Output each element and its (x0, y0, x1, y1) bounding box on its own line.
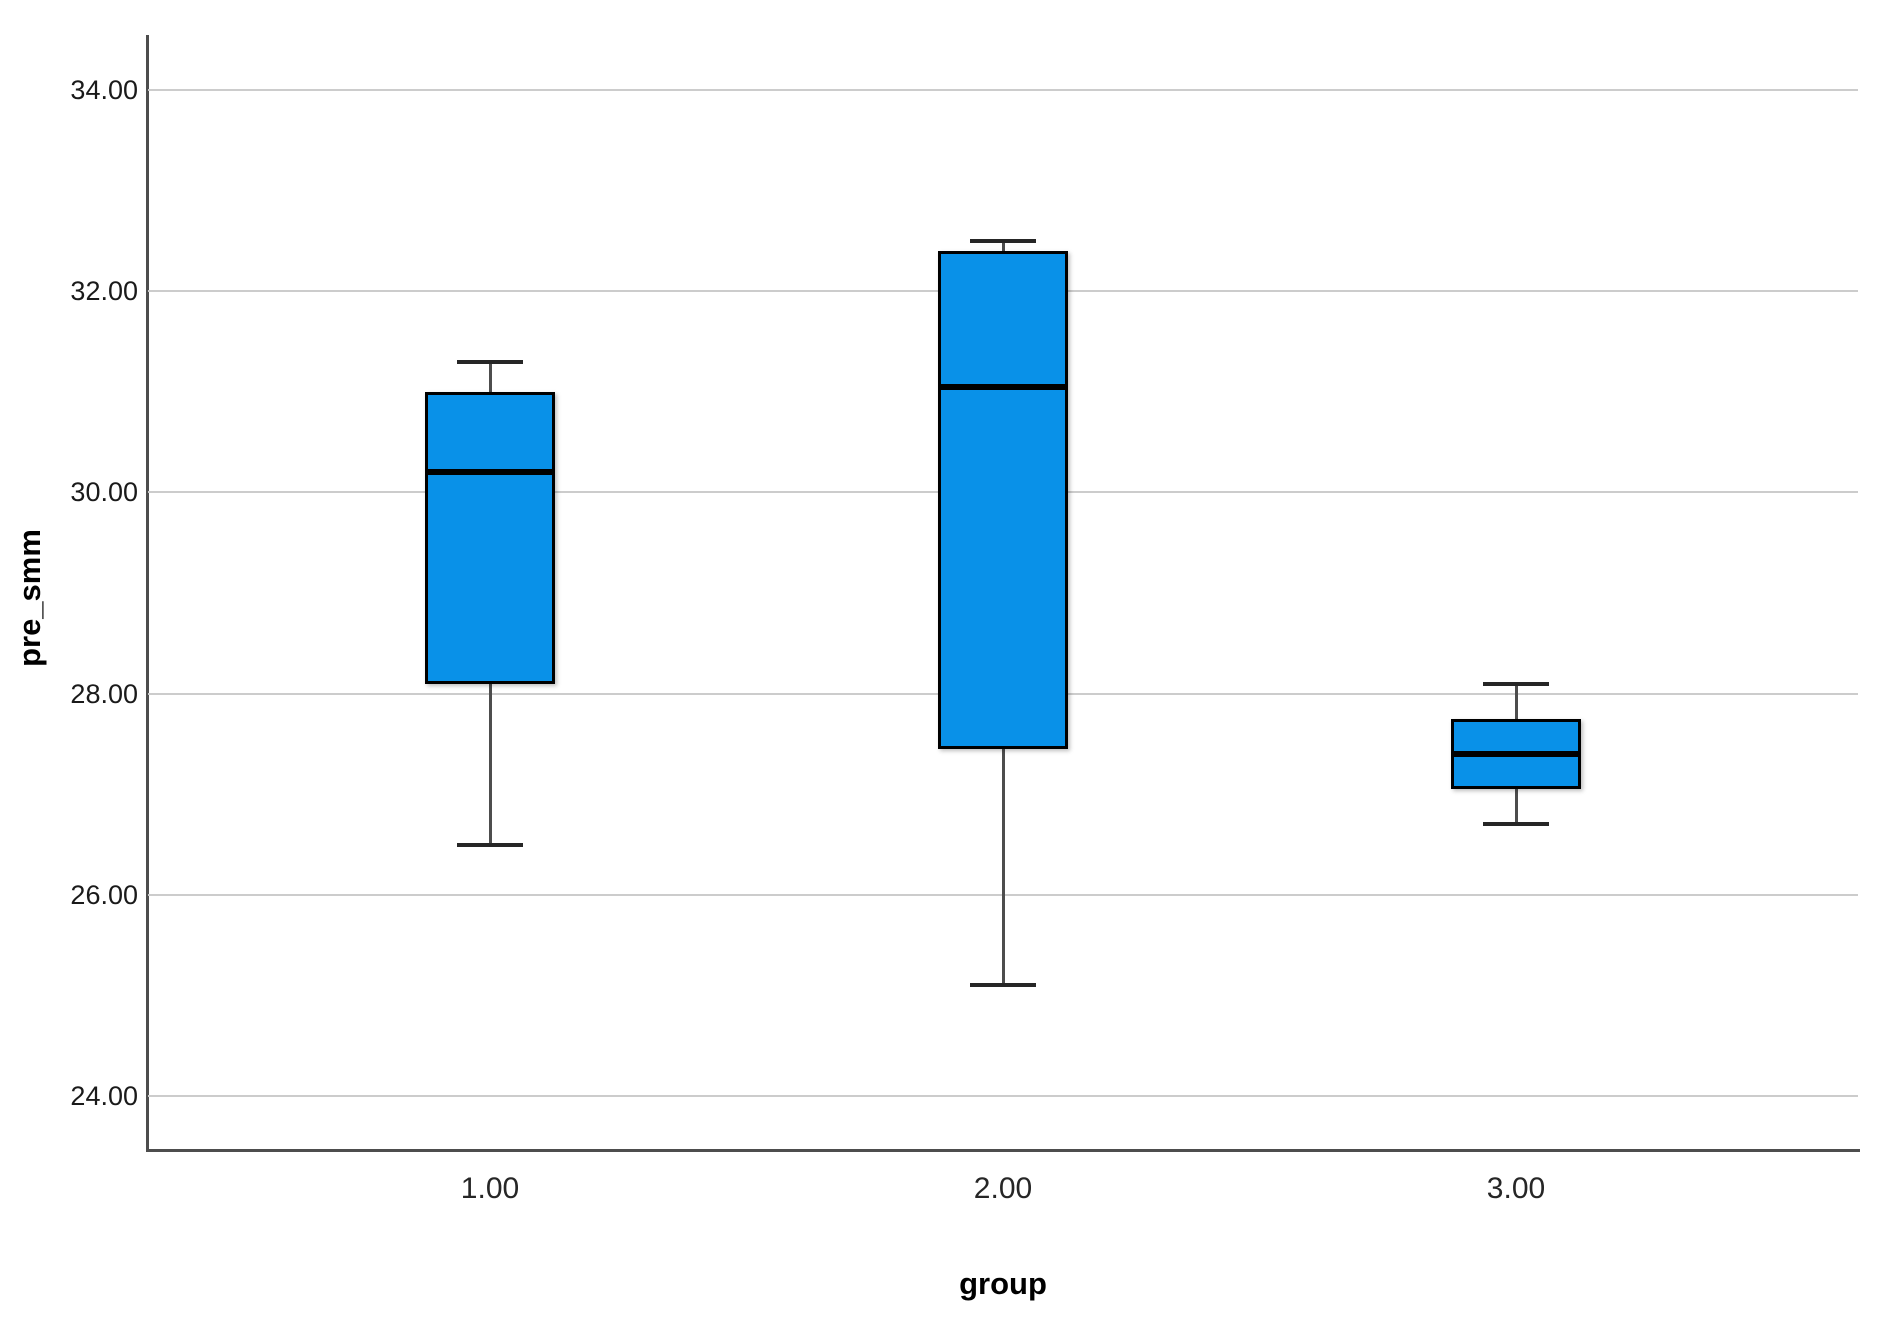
boxplot-group-2.00-whisker-cap-top (970, 239, 1036, 243)
gridline (148, 1095, 1858, 1097)
boxplot-group-1.00-whisker-cap-bottom (457, 843, 523, 847)
y-tick-label: 30.00 (70, 477, 138, 507)
x-tick-label-3.00: 3.00 (1486, 1172, 1546, 1205)
boxplot-group-3.00-whisker-cap-top (1483, 682, 1549, 686)
boxplot-group-1.00-box (425, 392, 555, 684)
boxplot-group-1.00-median-line (425, 469, 555, 475)
x-tick-label-2.00: 2.00 (973, 1172, 1033, 1205)
gridline (148, 89, 1858, 91)
boxplot-group-3.00-median-line (1451, 751, 1581, 757)
boxplot-group-2.00-whisker-cap-bottom (970, 983, 1036, 987)
x-axis-title: group (959, 1266, 1047, 1301)
boxplot-group-1.00-whisker-cap-top (457, 360, 523, 364)
y-tick-label: 32.00 (70, 276, 138, 306)
x-axis-line (146, 1149, 1860, 1152)
y-axis-title: pre_smm (12, 529, 47, 667)
boxplot-group-2.00-box (938, 251, 1068, 749)
boxplot-group-2.00-median-line (938, 384, 1068, 390)
y-tick-label: 24.00 (70, 1081, 138, 1111)
y-tick-label: 34.00 (70, 75, 138, 105)
x-tick-label-1.00: 1.00 (460, 1172, 520, 1205)
y-axis-line (146, 35, 149, 1152)
y-tick-label: 28.00 (70, 679, 138, 709)
y-tick-label: 26.00 (70, 880, 138, 910)
boxplot-group-3.00-whisker-cap-bottom (1483, 822, 1549, 826)
